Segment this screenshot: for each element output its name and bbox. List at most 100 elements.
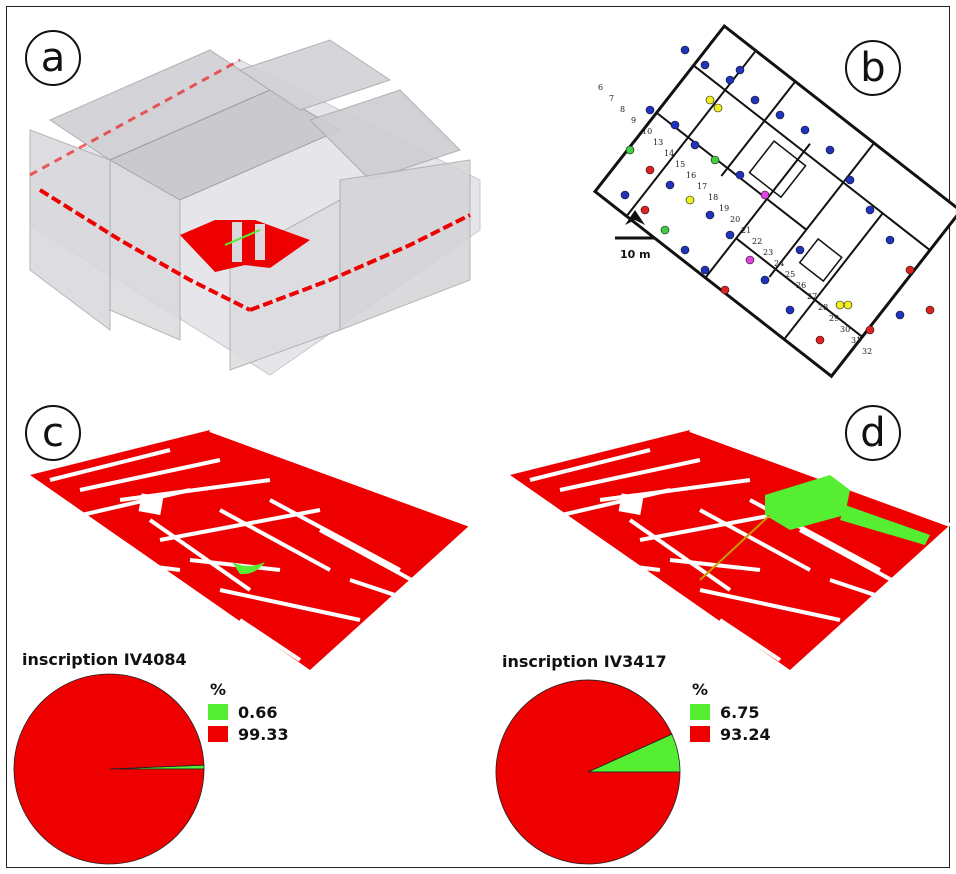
inscription-marker <box>800 125 810 135</box>
room-number: 13 <box>653 138 663 147</box>
inscription-marker <box>750 95 760 105</box>
pie-chart-1 <box>13 673 205 865</box>
legend-label: 93.24 <box>720 724 771 744</box>
viewshed-map-c <box>30 428 471 670</box>
room-number: 16 <box>686 171 696 180</box>
pie-title-1: inscription IV4084 <box>22 650 187 669</box>
room-number: 27 <box>807 292 817 301</box>
inscription-marker <box>895 310 905 320</box>
room-number: 21 <box>741 226 751 235</box>
room-number: 24 <box>774 259 784 268</box>
wall <box>699 508 811 572</box>
floor-area <box>30 430 470 670</box>
inscription-marker <box>690 140 700 150</box>
sight-line <box>699 514 771 581</box>
wall <box>628 518 732 592</box>
room-number: 18 <box>708 193 718 202</box>
north-arrow-icon <box>625 210 645 225</box>
wall <box>319 528 431 592</box>
room-number: 25 <box>785 270 795 279</box>
inscription-marker <box>680 45 690 55</box>
wall <box>219 588 361 622</box>
wall <box>718 618 782 662</box>
wall <box>148 518 252 592</box>
inscription-marker <box>685 195 695 205</box>
inscription-marker <box>713 103 723 113</box>
legend-row: 99.33 <box>208 723 289 745</box>
wall <box>829 578 921 612</box>
wall <box>559 458 701 492</box>
inscription-marker <box>760 190 770 200</box>
inscription-marker <box>725 230 735 240</box>
pie-slice-not-visible <box>13 673 205 865</box>
pie-legend-1: % 0.66 99.33 <box>208 680 289 745</box>
inscription-marker <box>700 265 710 275</box>
wall <box>699 588 841 622</box>
inscription-marker <box>680 245 690 255</box>
wall <box>529 448 651 482</box>
room-number: 26 <box>796 281 806 290</box>
inscription-marker <box>660 225 670 235</box>
inscription-marker <box>745 255 755 265</box>
inscription-marker <box>620 190 630 200</box>
room-number: 8 <box>620 105 625 114</box>
inscription-marker <box>835 300 845 310</box>
inscription-marker <box>845 175 855 185</box>
wall <box>159 508 321 542</box>
room-number: 30 <box>840 325 850 334</box>
inscription-marker <box>645 105 655 115</box>
wall <box>269 498 401 572</box>
room-number: 29 <box>829 314 839 323</box>
inscription-marker <box>865 325 875 335</box>
inscription-marker <box>885 235 895 245</box>
inscription-marker <box>795 245 805 255</box>
inscription-marker <box>705 210 715 220</box>
atrium-floor <box>180 220 310 272</box>
inscription-marker <box>670 120 680 130</box>
inscription-marker <box>720 285 730 295</box>
legend-swatch-visible <box>208 704 228 720</box>
room-number: 9 <box>631 116 636 125</box>
inscription-marker <box>705 95 715 105</box>
inscription-marker <box>760 275 770 285</box>
wall <box>138 588 242 652</box>
room-number: 15 <box>675 160 685 169</box>
inscription-marker <box>710 155 720 165</box>
room-number: 23 <box>763 248 773 257</box>
wall <box>618 588 722 652</box>
wall <box>349 578 441 612</box>
pie-chart-2 <box>495 679 681 865</box>
viewshed-map-d <box>510 428 951 670</box>
inscription-marker <box>865 205 875 215</box>
inscription-marker <box>925 305 935 315</box>
room-number: 14 <box>664 149 674 158</box>
visible-area <box>765 475 850 530</box>
legend-swatch-not-visible <box>208 726 228 742</box>
wall <box>238 618 302 662</box>
plan-outline <box>592 23 956 379</box>
open-court <box>138 493 164 515</box>
inscription-marker <box>843 300 853 310</box>
room-number: 17 <box>697 182 707 191</box>
wall <box>579 558 661 572</box>
wall <box>209 428 471 527</box>
room-number: 19 <box>719 204 729 213</box>
inscription-marker <box>640 205 650 215</box>
building-3d-model <box>29 39 481 376</box>
room-number: 32 <box>862 347 872 356</box>
wall <box>558 538 642 602</box>
pie-slice-not-visible <box>495 679 681 865</box>
inscription-marker <box>665 180 675 190</box>
open-court <box>618 493 644 515</box>
wall <box>219 508 331 572</box>
panel-label-a: a <box>25 30 81 86</box>
inscription-marker <box>725 75 735 85</box>
inscription-marker <box>700 60 710 70</box>
panel-label-d: d <box>845 405 901 461</box>
room-number: 10 <box>642 127 652 136</box>
inscription-marker <box>735 65 745 75</box>
legend-row: 6.75 <box>690 701 771 723</box>
wall <box>79 458 221 492</box>
